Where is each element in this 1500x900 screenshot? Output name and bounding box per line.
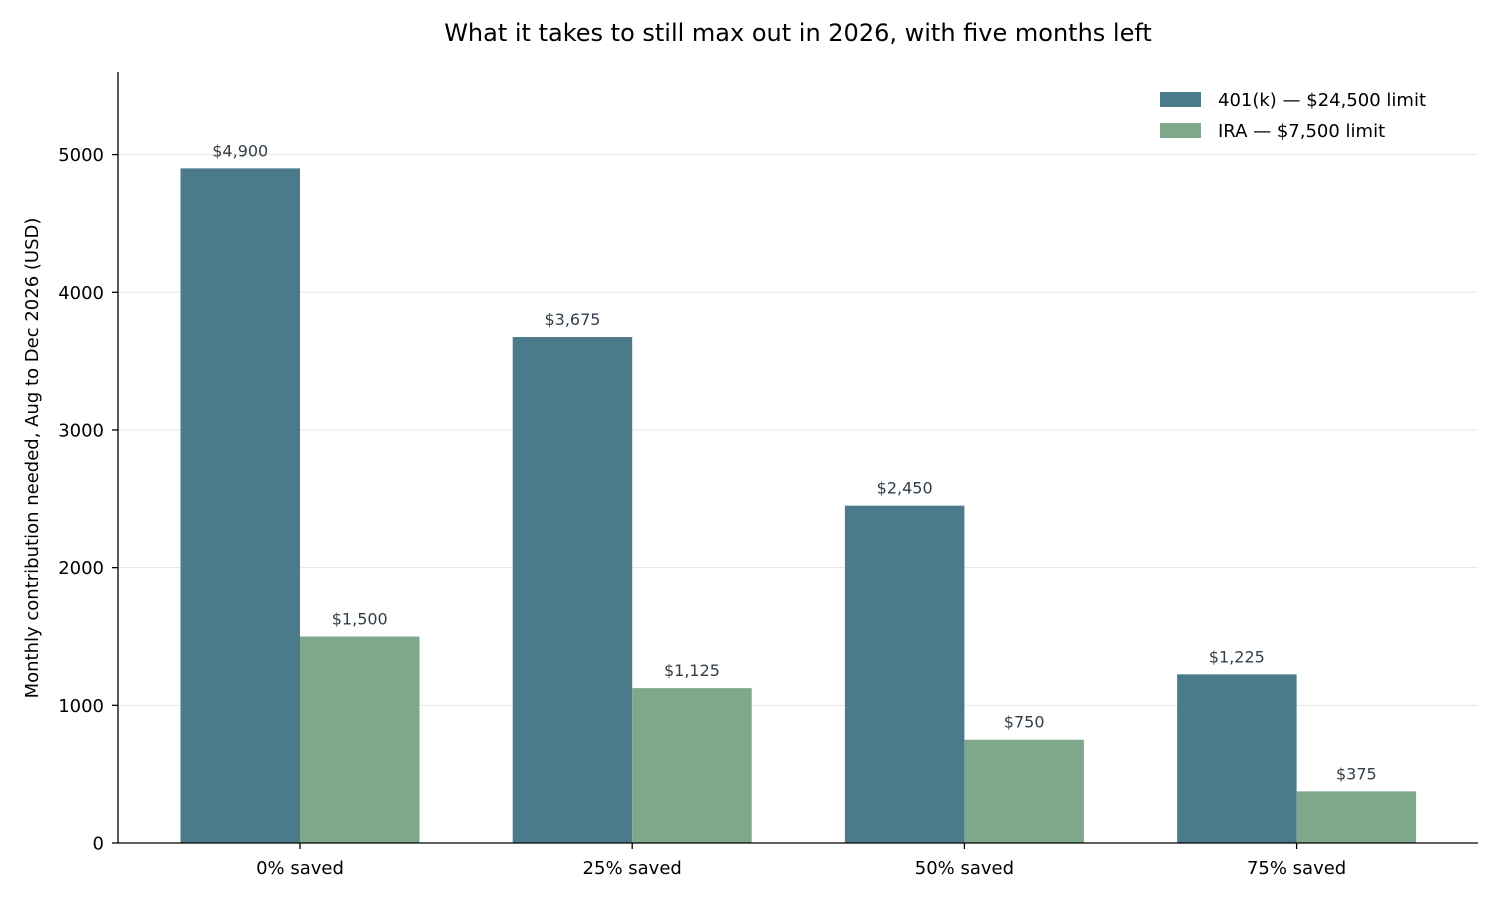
x-ticks: 0% saved 25% saved 50% saved 75% saved [256,843,1346,879]
bar-ira-2 [964,739,1084,843]
bar-401k-1 [512,337,633,843]
legend-label: 401(k) — $24,500 limit [1218,90,1426,111]
x-tick-label: 0% saved [256,858,344,879]
bar-value-label: $4,900 [212,141,268,160]
bar-ira-3 [1296,791,1417,843]
y-tick-label: 4000 [58,283,104,304]
legend-swatch [1160,123,1201,138]
chart-title: What it takes to still max out in 2026, … [444,19,1152,47]
bar-401k-3 [1177,674,1297,843]
y-tick-label: 3000 [58,420,104,441]
bar-value-label: $750 [1004,713,1045,732]
legend: 401(k) — $24,500 limit IRA — $7,500 limit [1160,90,1426,142]
y-tick-label: 1000 [58,696,104,717]
data-labels: $4,900 $1,500 $3,675 $1,125 $2,450 $750 $1,225… [212,141,1376,783]
bar-value-label: $1,500 [332,609,388,628]
y-tick-label: 2000 [58,558,104,579]
bar-ira-0 [300,636,420,843]
y-ticks: 0 1000 2000 3000 4000 5000 [58,145,118,855]
y-axis-label: Monthly contribution needed, Aug to Dec … [22,218,43,699]
grid-lines [118,154,1478,706]
bar-value-label: $1,125 [664,661,720,680]
y-tick-label: 0 [93,834,104,855]
bars [180,168,1417,843]
x-tick-label: 25% saved [583,858,682,879]
bar-401k-2 [844,505,965,843]
legend-label: IRA — $7,500 limit [1218,121,1385,142]
x-tick-label: 50% saved [915,858,1014,879]
bar-value-label: $3,675 [544,310,600,329]
legend-swatch [1160,92,1201,107]
bar-401k-0 [180,168,300,843]
y-tick-label: 5000 [58,145,104,166]
bar-ira-1 [632,688,752,843]
bar-value-label: $2,450 [877,479,933,498]
bar-value-label: $1,225 [1209,647,1265,666]
bar-value-label: $375 [1336,764,1377,783]
x-tick-label: 75% saved [1247,858,1346,879]
